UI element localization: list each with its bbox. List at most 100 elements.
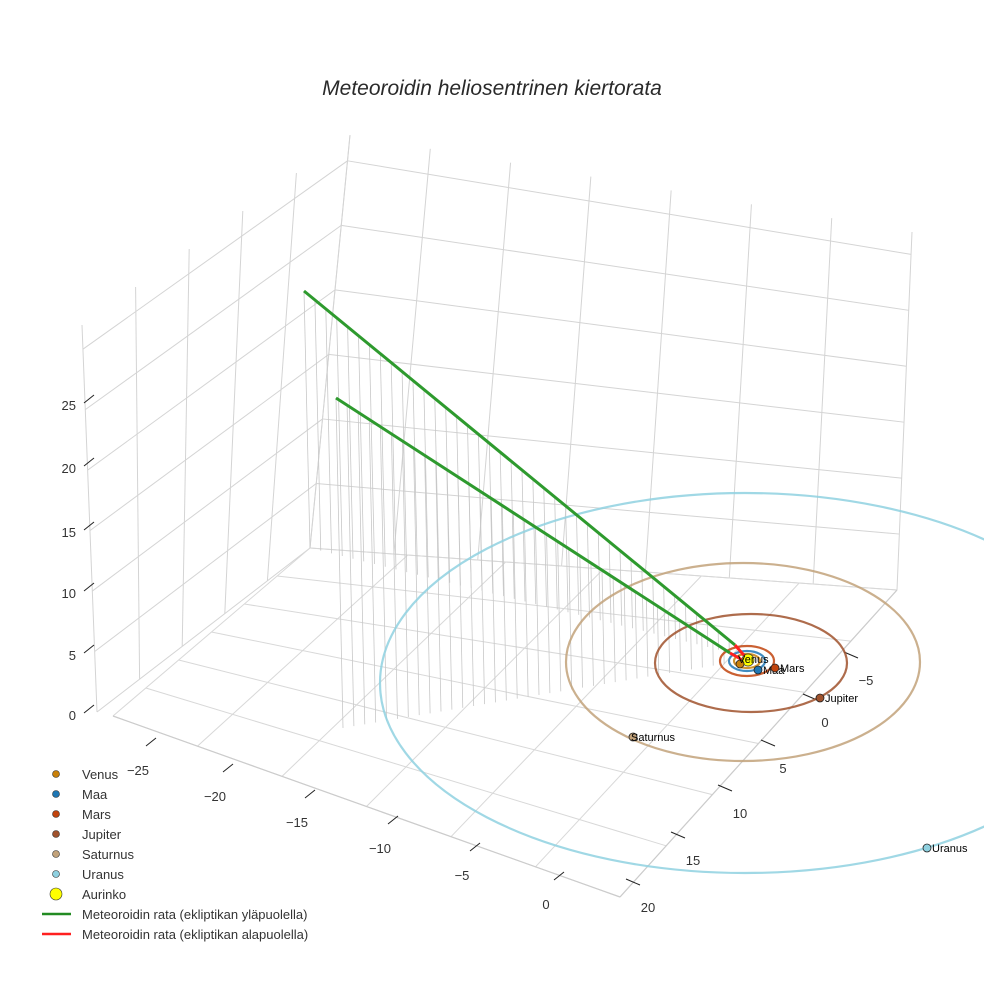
gridline bbox=[83, 161, 348, 349]
drop-line bbox=[566, 506, 568, 612]
legend-label: Venus bbox=[82, 767, 119, 782]
legend-marker-icon bbox=[53, 851, 60, 858]
drop-line bbox=[544, 488, 547, 606]
gridline bbox=[329, 354, 904, 422]
legend-label: Saturnus bbox=[82, 847, 135, 862]
legend-marker-icon bbox=[53, 811, 60, 818]
drop-line bbox=[631, 560, 633, 628]
x-tick-mark bbox=[146, 738, 156, 746]
gridline bbox=[348, 161, 912, 255]
gridline bbox=[645, 190, 671, 572]
z-tick-mark bbox=[84, 705, 94, 713]
drop-line bbox=[646, 598, 648, 677]
x-tick-label: −10 bbox=[369, 841, 391, 856]
legend-label: Jupiter bbox=[82, 827, 122, 842]
floor-gridline bbox=[277, 576, 851, 641]
x-axis-line bbox=[113, 716, 620, 897]
drop-line bbox=[669, 612, 670, 673]
drop-line bbox=[558, 541, 561, 692]
drop-line bbox=[657, 605, 658, 675]
planet-marker-jupiter bbox=[816, 694, 824, 702]
legend-marker-icon bbox=[53, 791, 60, 798]
y-tick-label: 10 bbox=[733, 806, 747, 821]
planet-label: Uranus bbox=[932, 843, 968, 855]
drop-line bbox=[348, 327, 353, 559]
x-tick-mark bbox=[388, 816, 398, 824]
drop-line bbox=[425, 455, 430, 713]
legend-marker-icon bbox=[53, 871, 60, 878]
drop-line bbox=[696, 614, 697, 644]
legend-label: Maa bbox=[82, 787, 108, 802]
x-tick-mark bbox=[305, 790, 315, 798]
floor-gridline bbox=[146, 688, 666, 846]
drop-line bbox=[447, 469, 452, 709]
drop-line bbox=[458, 477, 463, 708]
legend[interactable]: Venus Maa Mars Jupiter Saturnus Uranus Aurinko… bbox=[42, 767, 308, 942]
legend-marker-icon bbox=[53, 771, 60, 778]
legend-item[interactable]: Uranus bbox=[53, 867, 125, 882]
drop-line bbox=[436, 462, 441, 711]
y-tick-mark bbox=[718, 785, 732, 791]
gridline bbox=[82, 325, 97, 712]
gridline bbox=[335, 290, 906, 366]
gridline bbox=[88, 290, 335, 470]
drop-lines bbox=[304, 291, 729, 728]
drop-line bbox=[513, 512, 517, 698]
drop-line bbox=[435, 399, 439, 580]
trajectory-above-1 bbox=[304, 291, 735, 645]
gridline bbox=[85, 225, 341, 409]
x-tick-label: −20 bbox=[204, 789, 226, 804]
planet-label: Mars bbox=[780, 663, 805, 675]
drop-line bbox=[587, 524, 589, 617]
planet-label: Jupiter bbox=[825, 693, 858, 705]
drop-line bbox=[480, 491, 484, 704]
legend-item[interactable]: Maa bbox=[53, 787, 109, 802]
drop-line bbox=[414, 448, 420, 715]
drop-line bbox=[702, 634, 703, 668]
floor-gridline bbox=[310, 548, 897, 590]
legend-item[interactable]: Jupiter bbox=[53, 827, 122, 842]
drop-line bbox=[577, 515, 579, 615]
drop-line bbox=[642, 569, 643, 631]
gridline bbox=[323, 419, 902, 478]
y-tick-label: 20 bbox=[641, 900, 655, 915]
drop-line bbox=[403, 441, 409, 717]
chart-title: Meteoroidin heliosentrinen kiertorata bbox=[322, 77, 662, 100]
drop-line bbox=[424, 390, 428, 578]
drop-line bbox=[555, 497, 558, 609]
legend-item[interactable]: Venus bbox=[53, 767, 119, 782]
planet-label: Saturnus bbox=[631, 732, 676, 744]
gridline bbox=[813, 218, 832, 584]
y-tick-mark bbox=[626, 879, 640, 885]
legend-item[interactable]: Meteoroidin rata (ekliptikan yläpuolella… bbox=[42, 907, 307, 922]
drop-line bbox=[691, 626, 692, 669]
z-tick-label: 15 bbox=[62, 525, 76, 540]
drop-line bbox=[536, 527, 540, 696]
drop-line bbox=[620, 551, 622, 625]
floor-gridline bbox=[212, 632, 759, 744]
legend-item[interactable]: Saturnus bbox=[53, 847, 135, 862]
drop-line bbox=[337, 318, 343, 556]
x-tick-mark bbox=[223, 764, 233, 772]
drop-line bbox=[524, 519, 528, 696]
drop-line bbox=[680, 619, 681, 671]
legend-label: Uranus bbox=[82, 867, 124, 882]
z-tick-mark bbox=[84, 458, 94, 466]
z-tick-label: 0 bbox=[69, 708, 76, 723]
legend-item[interactable]: Meteoroidin rata (ekliptikan alapuolella… bbox=[42, 927, 308, 942]
legend-item[interactable]: Mars bbox=[53, 807, 112, 822]
z-tick-mark bbox=[84, 645, 94, 653]
planet-marker-maa bbox=[754, 666, 762, 674]
drop-line bbox=[624, 584, 626, 681]
legend-item[interactable]: Aurinko bbox=[50, 887, 126, 902]
drop-line bbox=[569, 548, 572, 690]
y-tick-mark bbox=[761, 740, 775, 746]
z-tick-label: 25 bbox=[62, 398, 76, 413]
gridline bbox=[341, 225, 908, 310]
drop-line bbox=[489, 444, 492, 594]
legend-label: Mars bbox=[82, 807, 111, 822]
drop-line bbox=[502, 505, 506, 700]
gridline bbox=[267, 173, 296, 581]
gridline bbox=[95, 483, 317, 651]
